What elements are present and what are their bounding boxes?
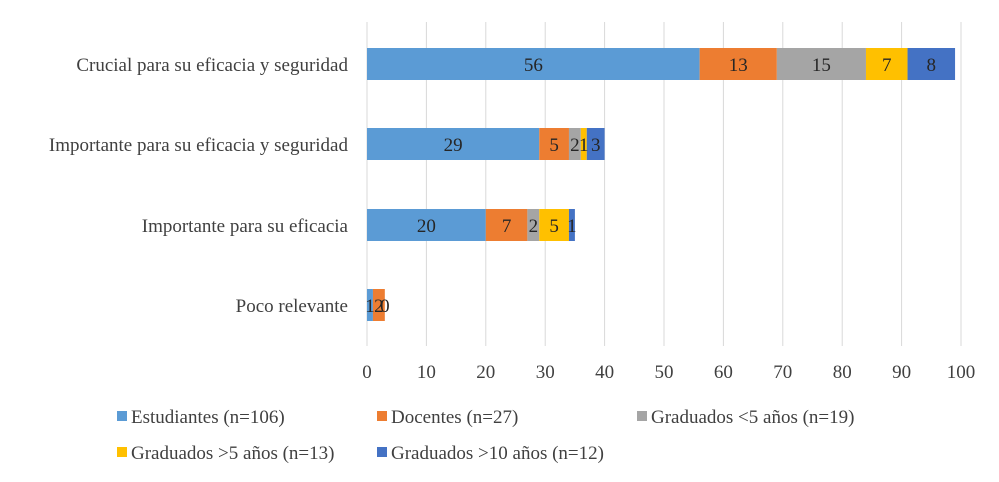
bar-segment (586, 128, 605, 160)
data-label: 1 (365, 296, 375, 317)
legend-swatch (377, 447, 387, 457)
bar-segment (568, 209, 575, 241)
bar-segment (539, 128, 569, 160)
bar-segment (372, 289, 385, 321)
data-label: 20 (417, 216, 436, 237)
data-label: 2 (570, 135, 580, 156)
legend-swatch (117, 447, 127, 457)
data-label: 0 (380, 296, 390, 317)
data-label: 56 (524, 55, 543, 76)
x-tick-label: 80 (833, 362, 852, 383)
x-tick-label: 30 (536, 362, 555, 383)
category-label: Importante para su eficacia (142, 216, 349, 237)
data-label: 2 (529, 216, 539, 237)
bar-segment (367, 209, 486, 241)
bar-segment (568, 128, 581, 160)
category-label: Importante para su eficacia y seguridad (49, 135, 349, 156)
x-tick-label: 90 (892, 362, 911, 383)
data-label: 1 (567, 216, 577, 237)
legend-swatch (377, 411, 387, 421)
data-label: 2 (374, 296, 384, 317)
legend-label: Graduados >10 años (n=12) (391, 443, 604, 464)
legend-label: Graduados <5 años (n=19) (651, 407, 854, 428)
data-label: 8 (927, 55, 937, 76)
data-label: 29 (444, 135, 463, 156)
x-tick-label: 40 (595, 362, 614, 383)
data-label: 7 (882, 55, 892, 76)
bar-segment (367, 128, 540, 160)
x-tick-label: 0 (362, 362, 372, 383)
x-tick-label: 10 (417, 362, 436, 383)
legend-label: Estudiantes (n=106) (131, 407, 285, 428)
legend-label: Docentes (n=27) (391, 407, 518, 428)
bar-segment (485, 209, 528, 241)
data-label: 3 (591, 135, 601, 156)
x-tick-label: 60 (714, 362, 733, 383)
bar-segment (699, 48, 777, 80)
legend-swatch (637, 411, 647, 421)
data-label: 15 (812, 55, 831, 76)
bar-segment (539, 209, 569, 241)
x-tick-label: 20 (476, 362, 495, 383)
bar-segment (865, 48, 908, 80)
x-tick-label: 100 (947, 362, 976, 383)
bar-segment (907, 48, 956, 80)
category-label: Poco relevante (236, 296, 348, 317)
legend-label: Graduados >5 años (n=13) (131, 443, 334, 464)
x-tick-label: 50 (655, 362, 674, 383)
bar-segment (776, 48, 866, 80)
bar-segment (367, 48, 700, 80)
data-label: 1 (579, 135, 589, 156)
category-label: Crucial para su eficacia y seguridad (76, 55, 348, 76)
data-label: 13 (729, 55, 748, 76)
x-tick-label: 70 (773, 362, 792, 383)
data-label: 7 (502, 216, 512, 237)
bar-segment (580, 128, 587, 160)
bar-segment (527, 209, 540, 241)
legend-swatch (117, 411, 127, 421)
data-label: 5 (549, 216, 559, 237)
bar-segment (367, 289, 373, 321)
data-label: 5 (549, 135, 559, 156)
